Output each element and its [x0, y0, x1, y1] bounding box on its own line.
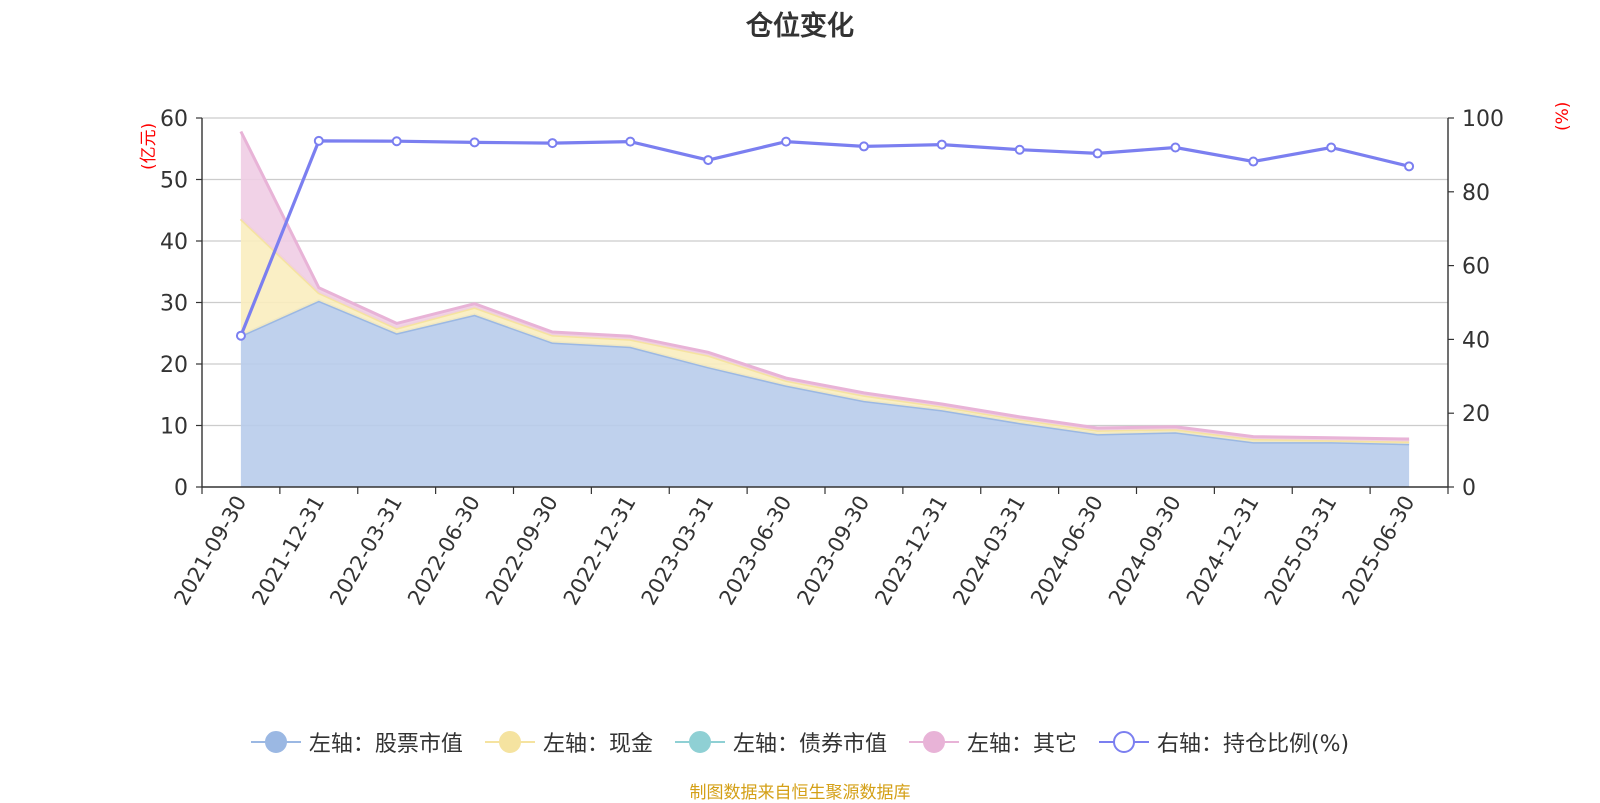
- position-ratio-point: [1248, 156, 1259, 167]
- legend-label: 右轴：持仓比例(%): [1156, 732, 1350, 757]
- legend-icon-dot: [922, 731, 945, 753]
- chart-title: 仓位变化: [746, 11, 854, 42]
- position-ratio-point: [547, 138, 558, 149]
- position-ratio-point: [936, 139, 947, 150]
- legend-icon-dot: [264, 731, 287, 753]
- left-axis-tick-label: 60: [160, 107, 188, 132]
- left-axis-tick-label: 50: [160, 169, 188, 194]
- position-ratio-point: [703, 155, 714, 166]
- left-axis-tick-label: 20: [160, 353, 188, 378]
- x-axis-tick-label: 2021-12-31: [247, 492, 329, 610]
- legend-icon-dot: [688, 731, 711, 753]
- x-axis-tick-label: 2022-09-30: [481, 492, 563, 610]
- legend-hollow-circle-icon: [1098, 731, 1149, 753]
- area-series: [239, 130, 1410, 487]
- x-axis-tick-label: 2025-06-30: [1338, 492, 1420, 610]
- right-axis-tick-label: 80: [1462, 181, 1490, 206]
- legend-item[interactable]: 左轴：股票市值: [250, 726, 463, 758]
- x-axis-tick-label: 2022-06-30: [403, 492, 485, 610]
- right-axis-tick-label: 100: [1462, 107, 1504, 132]
- position-ratio-point: [1326, 142, 1337, 153]
- position-ratio-point: [235, 330, 246, 341]
- position-ratio-point: [781, 136, 792, 147]
- position-ratio-point: [469, 137, 480, 148]
- legend-circle-icon: [250, 731, 301, 753]
- legend-circle-icon: [908, 731, 959, 753]
- area-edge-line: [239, 130, 1410, 441]
- legend-label: 左轴：现金: [542, 732, 653, 757]
- x-axis-tick-label: 2023-06-30: [715, 492, 797, 610]
- legend-label: 左轴：债券市值: [732, 732, 887, 757]
- legend-label: 左轴：股票市值: [308, 732, 463, 757]
- x-axis-tick-label: 2023-12-31: [870, 492, 952, 610]
- position-ratio-point: [858, 141, 869, 152]
- legend-icon-dot: [1112, 731, 1135, 753]
- left-axis-tick-label: 30: [160, 292, 188, 317]
- legend-item[interactable]: 左轴：债券市值: [674, 726, 887, 758]
- position-ratio-point: [1014, 144, 1025, 155]
- chart-legend: 左轴：股票市值 左轴：现金 左轴：债券市值 左轴：其它 右轴：持仓比例(%): [0, 722, 1600, 762]
- x-axis-tick-label: 2024-09-30: [1104, 492, 1186, 610]
- position-ratio-point: [391, 136, 402, 147]
- position-ratio-point: [1404, 161, 1415, 172]
- right-axis-tick-label: 0: [1462, 476, 1476, 501]
- position-ratio-line: [239, 139, 1410, 337]
- position-ratio-point: [1170, 142, 1181, 153]
- x-axis-tick-label: 2023-03-31: [637, 492, 719, 610]
- legend-item[interactable]: 左轴：其它: [908, 726, 1077, 758]
- x-axis-tick-label: 2024-03-31: [948, 492, 1030, 610]
- legend-item[interactable]: 左轴：现金: [484, 726, 653, 758]
- x-axis-tick-label: 2025-03-31: [1260, 492, 1342, 610]
- x-axis-tick-label: 2024-12-31: [1182, 492, 1264, 610]
- left-axis-tick-label: 0: [174, 476, 188, 501]
- position-ratio-point: [625, 136, 636, 147]
- x-axis-tick-label: 2022-03-31: [325, 492, 407, 610]
- legend-icon-dot: [498, 731, 521, 753]
- legend-item[interactable]: 右轴：持仓比例(%): [1098, 726, 1350, 758]
- x-axis-tick-label: 2022-12-31: [559, 492, 641, 610]
- x-axis-tick-label: 2024-06-30: [1026, 492, 1108, 610]
- legend-circle-icon: [674, 731, 725, 753]
- position-ratio-point: [1092, 148, 1103, 159]
- left-axis-tick-label: 10: [160, 415, 188, 440]
- legend-circle-icon: [484, 731, 535, 753]
- data-source-note: 制图数据来自恒生聚源数据库: [689, 783, 911, 803]
- right-axis-tick-label: 60: [1462, 255, 1490, 280]
- position-ratio-point: [313, 135, 324, 146]
- left-axis-tick-label: 40: [160, 230, 188, 255]
- right-axis-tick-label: 20: [1462, 402, 1490, 427]
- line-series: [235, 135, 1415, 341]
- x-axis-tick-label: 2021-09-30: [169, 492, 251, 610]
- right-axis-tick-label: 40: [1462, 328, 1490, 353]
- x-axis-tick-label: 2023-09-30: [792, 492, 874, 610]
- legend-label: 左轴：其它: [966, 732, 1077, 757]
